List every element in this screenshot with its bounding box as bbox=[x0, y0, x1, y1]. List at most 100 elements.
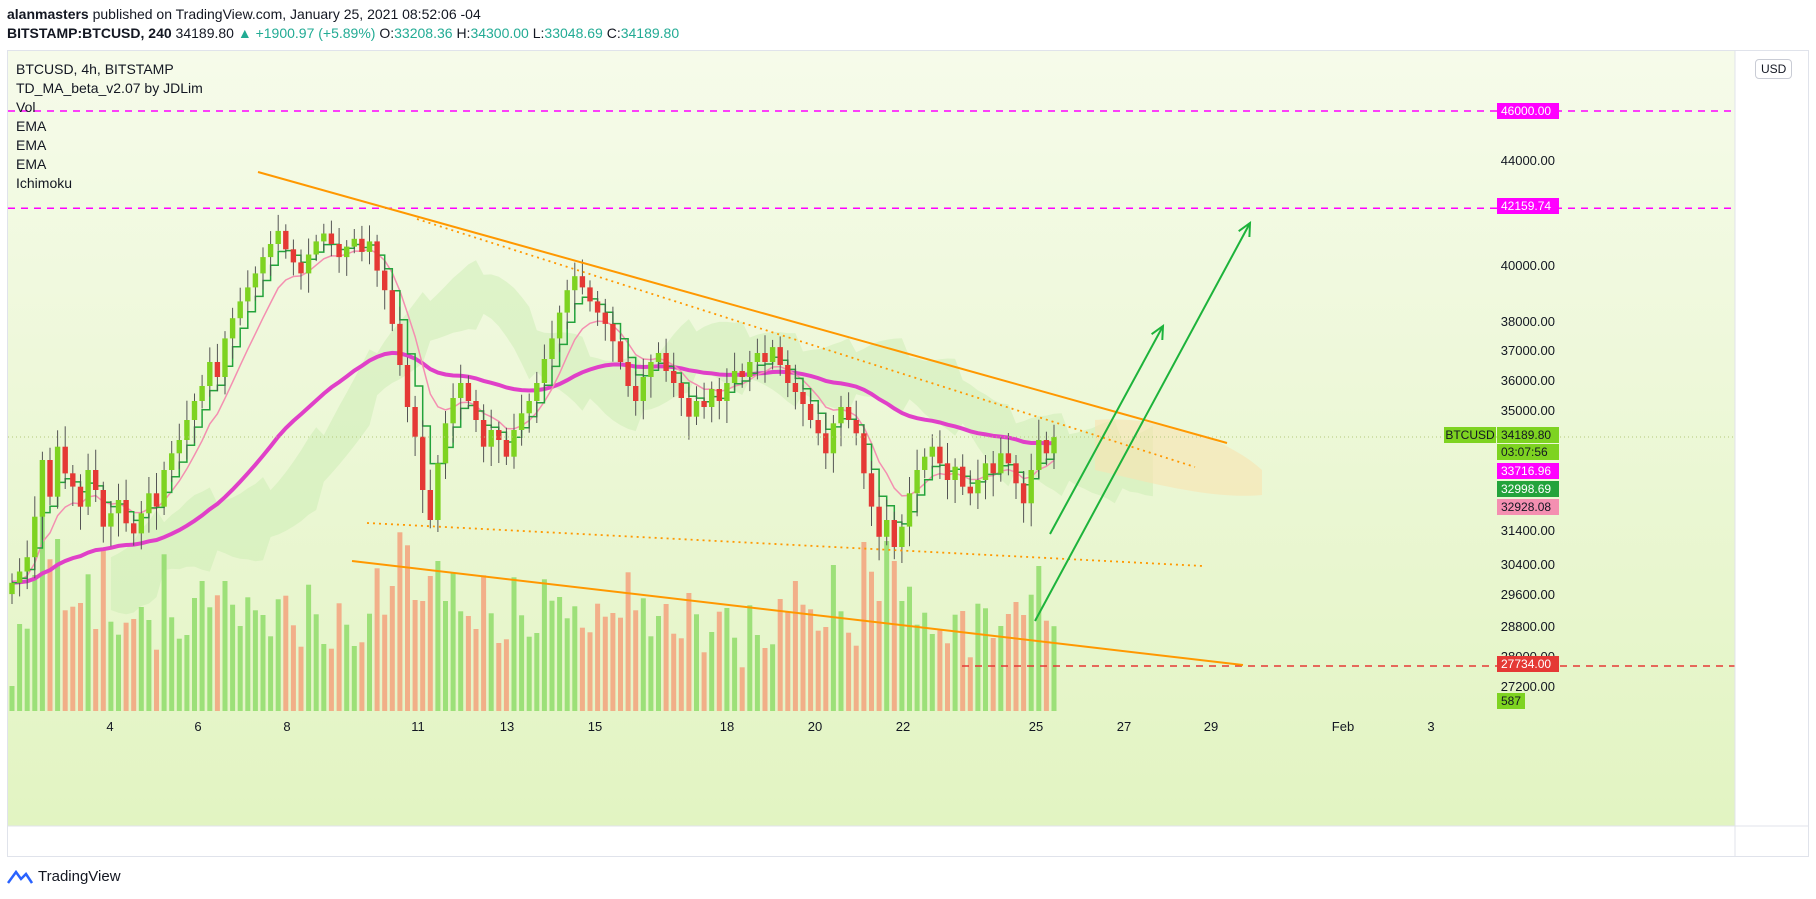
volume-bar bbox=[595, 603, 601, 711]
candle-body bbox=[39, 460, 46, 517]
candle-body bbox=[123, 500, 129, 524]
price-labels: 46000.00 42159.74 BTCUSD 34189.80 03:07:56 33… bbox=[1444, 103, 1559, 709]
volume-bar bbox=[846, 632, 852, 711]
candle-body bbox=[298, 262, 304, 274]
candle-body bbox=[701, 401, 707, 407]
upper-trendline bbox=[257, 171, 1228, 444]
author-name[interactable]: alanmasters bbox=[7, 6, 89, 22]
currency-button[interactable]: USD bbox=[1755, 59, 1793, 79]
volume-bar bbox=[138, 607, 144, 711]
candle-body bbox=[305, 254, 312, 274]
legend-item[interactable]: Vol bbox=[16, 99, 36, 115]
volume-bar bbox=[549, 600, 555, 711]
candle-body bbox=[762, 353, 768, 362]
volume-bar bbox=[24, 628, 30, 711]
footer-brand[interactable]: TradingView bbox=[7, 868, 121, 885]
price-tick-label: 27200.00 bbox=[1501, 679, 1555, 694]
volume-bar bbox=[640, 598, 646, 711]
candle-body bbox=[800, 392, 806, 404]
price-tick-label: 31400.00 bbox=[1501, 523, 1555, 538]
candle-body bbox=[655, 353, 662, 362]
green-arrow-short bbox=[1049, 325, 1164, 535]
volume-bar bbox=[9, 686, 15, 711]
time-tick-label: 18 bbox=[720, 719, 734, 734]
price-tick-label: 37000.00 bbox=[1501, 343, 1555, 358]
volume-bar bbox=[176, 638, 182, 711]
candle-body bbox=[54, 446, 61, 497]
open-label: O: bbox=[379, 25, 395, 41]
volume-bar bbox=[694, 614, 699, 711]
volume-bar bbox=[541, 579, 547, 711]
volume-bar bbox=[230, 604, 236, 711]
volume-bar bbox=[450, 573, 456, 711]
volume-bar bbox=[351, 646, 357, 711]
volume-bar bbox=[306, 584, 312, 711]
volume-bar bbox=[108, 621, 114, 711]
last-price: 34189.80 bbox=[175, 25, 234, 41]
volume-bar bbox=[260, 615, 266, 711]
chart-frame[interactable] bbox=[7, 50, 1809, 857]
volume-bar bbox=[534, 633, 540, 711]
candle-body bbox=[914, 470, 920, 494]
time-tick-label: 8 bbox=[283, 719, 290, 734]
published-text: published on TradingView.com, January 25… bbox=[92, 6, 481, 22]
candle-body bbox=[252, 273, 259, 288]
volume-bar bbox=[891, 561, 897, 711]
volume-bar bbox=[861, 542, 867, 711]
green-arrow-long bbox=[1034, 222, 1251, 622]
price-tick-label: 35000.00 bbox=[1501, 403, 1555, 418]
candle-body bbox=[131, 523, 137, 534]
price-label-bg bbox=[1497, 656, 1559, 672]
volume-bar bbox=[876, 601, 882, 711]
candle-body bbox=[944, 463, 951, 480]
volume-bar bbox=[336, 603, 342, 711]
time-tick-label: 25 bbox=[1029, 719, 1043, 734]
volume-bar bbox=[397, 532, 403, 711]
legend-item[interactable]: EMA bbox=[16, 137, 47, 153]
volume-bar bbox=[869, 571, 874, 711]
candle-body bbox=[161, 470, 167, 507]
price-label-bg bbox=[1497, 693, 1525, 709]
volume-bar bbox=[709, 632, 715, 711]
candle-body bbox=[625, 362, 631, 386]
candle-body bbox=[937, 446, 943, 464]
volume-bar bbox=[998, 626, 1004, 711]
volume-bar bbox=[298, 646, 304, 711]
lower-inner-trendline bbox=[366, 522, 1204, 567]
candle-body bbox=[541, 359, 548, 383]
legend-item[interactable]: TD_MA_beta_v2.07 by JDLim bbox=[16, 80, 203, 96]
volume-bar bbox=[313, 614, 319, 711]
price-label-bg bbox=[1497, 198, 1559, 214]
candle-body bbox=[648, 362, 654, 377]
candle-body bbox=[207, 362, 213, 386]
candle-body bbox=[769, 347, 776, 362]
volume-bar bbox=[770, 644, 776, 711]
candle-body bbox=[663, 353, 669, 371]
candle-body bbox=[93, 470, 99, 490]
volume-bar bbox=[785, 612, 791, 711]
candle-body bbox=[807, 404, 814, 420]
candle-body bbox=[420, 436, 426, 490]
legend-title[interactable]: BTCUSD, 4h, BITSTAMP bbox=[16, 61, 174, 77]
time-axis[interactable]: 4 6 8 11 13 15 18 20 22 25 27 29 Feb 3 bbox=[106, 719, 1434, 734]
volume-bar bbox=[435, 561, 441, 711]
volume-bar bbox=[724, 608, 730, 711]
price-label-value: 42159.74 bbox=[1501, 199, 1551, 213]
volume-bar bbox=[907, 586, 912, 711]
legend-item[interactable]: EMA bbox=[16, 156, 47, 172]
legend-item[interactable]: EMA bbox=[16, 118, 47, 134]
time-tick-label: 22 bbox=[896, 719, 910, 734]
volume-bar bbox=[564, 618, 570, 711]
volume-bar bbox=[678, 638, 684, 711]
legend-item[interactable]: Ichimoku bbox=[16, 175, 73, 191]
price-axis[interactable]: 40000.00 38000.00 37000.00 36000.00 35000.00… bbox=[1501, 153, 1555, 694]
time-tick-label: 20 bbox=[808, 719, 822, 734]
volume-bar bbox=[374, 568, 380, 711]
candle-body bbox=[709, 389, 715, 407]
volume-bar bbox=[412, 600, 418, 711]
volume-bar bbox=[207, 607, 213, 711]
time-tick-label: 13 bbox=[500, 719, 514, 734]
candle-body bbox=[480, 420, 487, 447]
price-label-value: 32928.08 bbox=[1501, 500, 1551, 514]
